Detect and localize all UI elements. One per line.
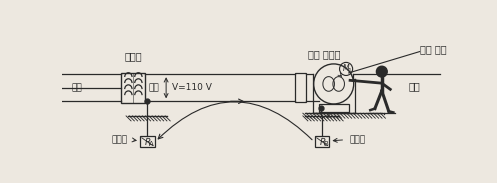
Text: B: B [324, 141, 329, 147]
Bar [140, 136, 155, 147]
Text: V=110 V: V=110 V [172, 83, 212, 92]
Bar [121, 73, 145, 103]
Circle shape [376, 66, 387, 77]
Text: 접지극: 접지극 [349, 135, 365, 144]
Text: 저압 전동기: 저압 전동기 [308, 49, 340, 59]
Text: A: A [149, 141, 154, 147]
Text: e: e [326, 113, 331, 119]
Text: 접지극: 접지극 [111, 135, 128, 144]
Bar [315, 136, 330, 147]
Text: 변압기: 변압기 [125, 51, 142, 61]
Text: 1: 1 [347, 68, 351, 73]
Text: R: R [145, 138, 151, 147]
FancyArrowPatch shape [158, 102, 312, 140]
Bar [295, 73, 306, 102]
Bar [319, 104, 349, 112]
Text: R: R [320, 138, 326, 147]
Text: M: M [342, 64, 349, 73]
Text: 인체: 인체 [409, 81, 420, 91]
Text: 저압: 저압 [149, 83, 159, 92]
Text: 누전 사고: 누전 사고 [420, 44, 447, 54]
Text: 고압: 고압 [72, 83, 82, 92]
